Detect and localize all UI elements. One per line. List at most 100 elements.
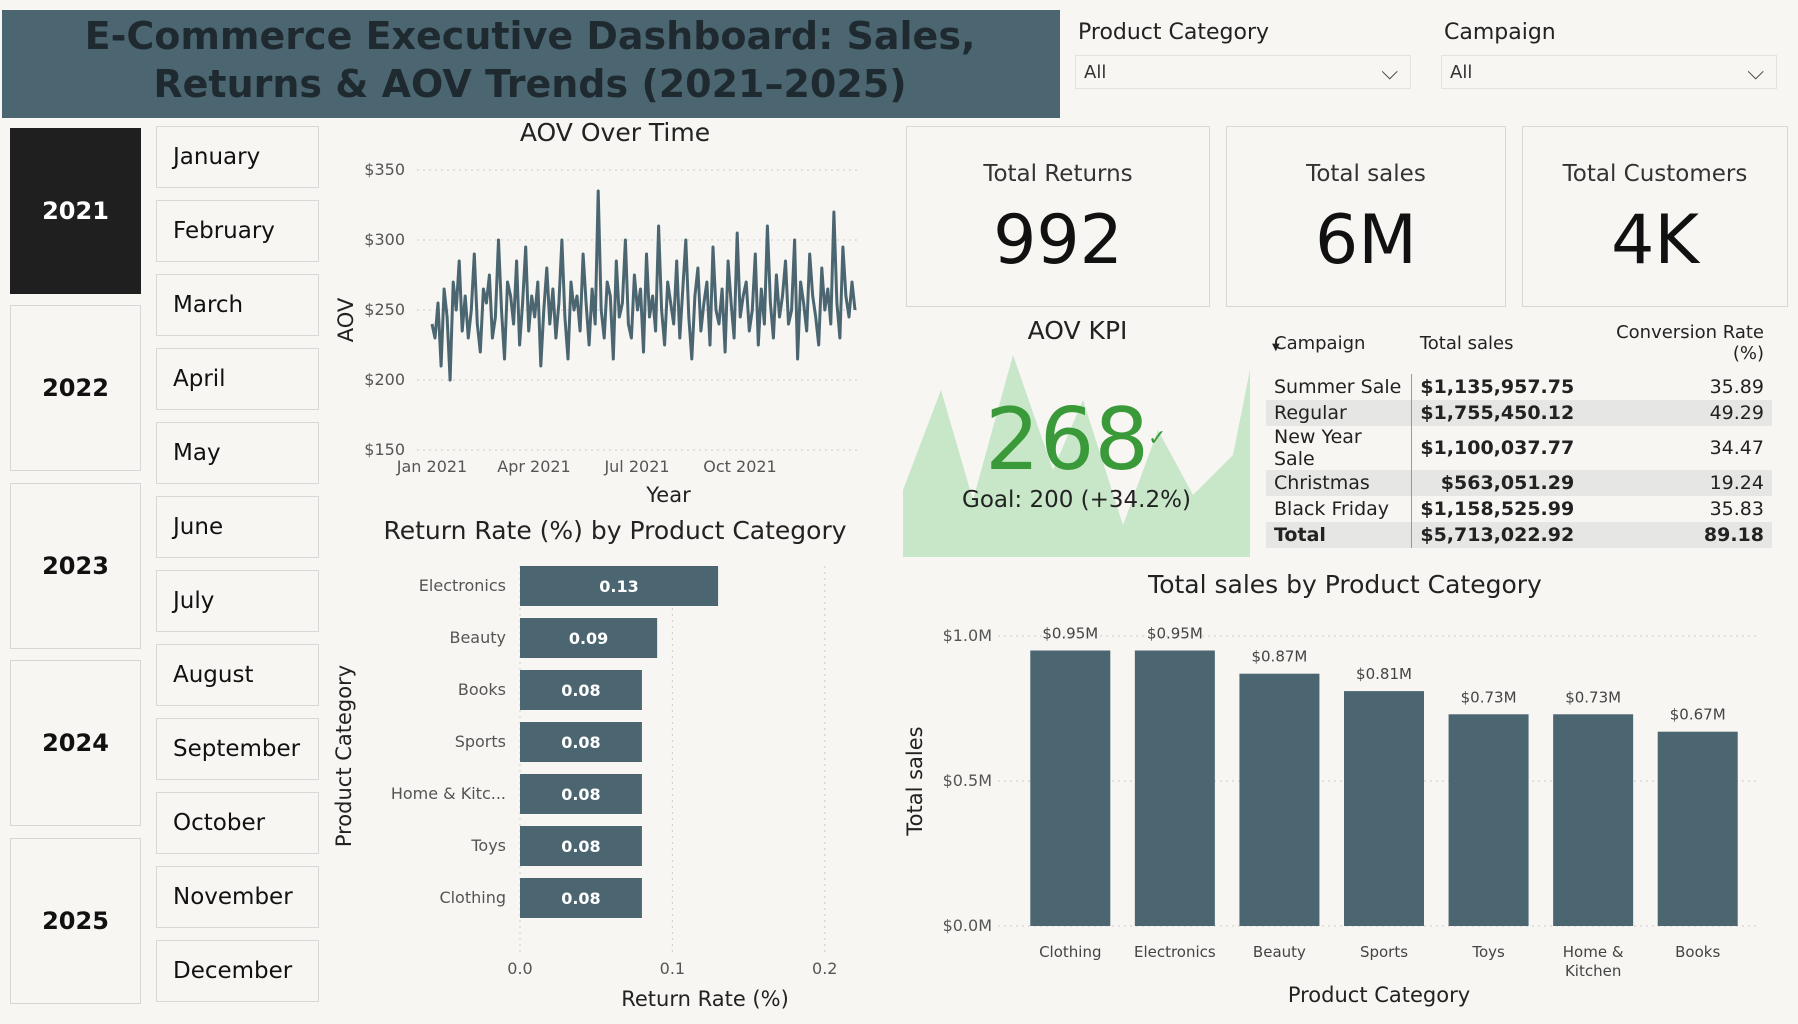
category-label: Home & Kitc... <box>391 784 506 803</box>
month-button-november[interactable]: November <box>156 866 319 928</box>
table-row[interactable]: Summer Sale $1,135,957.75 35.89 <box>1266 374 1772 400</box>
month-button-february[interactable]: February <box>156 200 319 262</box>
card-value: 6M <box>1315 201 1417 280</box>
conversion-cell: 19.24 <box>1709 472 1764 494</box>
x-axis-title: Year <box>645 483 691 507</box>
campaign-dropdown[interactable]: All ⌵ <box>1441 55 1777 89</box>
aov-chart-title: AOV Over Time <box>519 118 711 147</box>
year-button-2021[interactable]: 2021 <box>10 128 141 294</box>
month-label: December <box>173 958 293 984</box>
chevron-down-icon: ⌵ <box>1381 60 1398 85</box>
month-button-october[interactable]: October <box>156 792 319 854</box>
month-button-september[interactable]: September <box>156 718 319 780</box>
year-label: 2025 <box>42 907 109 935</box>
month-button-january[interactable]: January <box>156 126 319 188</box>
category-label: Beauty <box>449 628 506 647</box>
check-icon: ✓ <box>1148 426 1167 451</box>
table-total-row[interactable]: Total $5,713,022.92 89.18 <box>1266 522 1772 548</box>
campaign-table: Campaign ▼ Total sales Conversion Rate (%… <box>1266 322 1772 548</box>
header-campaign[interactable]: Campaign ▼ <box>1266 322 1412 364</box>
month-label: May <box>173 440 221 466</box>
campaign-cell: Regular <box>1274 402 1347 424</box>
x-tick-label: Apr 2021 <box>497 457 570 476</box>
category-dropdown[interactable]: All ⌵ <box>1075 55 1411 89</box>
bar-value-label: 0.09 <box>569 629 608 648</box>
table-row[interactable]: New Year Sale $1,100,037.77 34.47 <box>1266 426 1772 470</box>
category-slicer-label: Product Category <box>1078 20 1270 45</box>
bar-value-label: 0.08 <box>561 785 600 804</box>
month-label: October <box>173 810 266 836</box>
conversion-cell: 35.89 <box>1709 376 1764 398</box>
y-axis-title: Product Category <box>332 665 356 847</box>
kpi-value: 268 <box>985 390 1150 490</box>
month-button-december[interactable]: December <box>156 940 319 1002</box>
category-label: Sports <box>455 732 506 751</box>
campaign-slicer-label: Campaign <box>1444 20 1556 45</box>
card-label: Total sales <box>1306 161 1426 187</box>
y-tick-label: $200 <box>364 370 405 389</box>
y-tick-label: $300 <box>364 230 405 249</box>
category-dropdown-value: All <box>1084 62 1107 83</box>
year-label: 2021 <box>42 197 109 225</box>
x-axis-title: Return Rate (%) <box>621 987 789 1011</box>
campaign-cell: Black Friday <box>1274 498 1390 520</box>
sort-arrow-icon: ▼ <box>1272 342 1280 353</box>
month-button-june[interactable]: June <box>156 496 319 558</box>
table-row[interactable]: Black Friday $1,158,525.99 35.83 <box>1266 496 1772 522</box>
year-label: 2022 <box>42 374 109 402</box>
total-customers-card: Total Customers 4K <box>1522 126 1788 307</box>
sales-cell: $1,135,957.75 <box>1411 374 1583 400</box>
title-line-1: E-Commerce Executive Dashboard: Sales, <box>84 14 976 58</box>
year-button-2024[interactable]: 2024 <box>10 660 141 826</box>
table-header-row: Campaign ▼ Total sales Conversion Rate (%… <box>1266 322 1772 364</box>
campaign-cell: Christmas <box>1274 472 1370 494</box>
header-conversion-rate[interactable]: Conversion Rate (%) <box>1582 322 1772 364</box>
month-label: February <box>173 218 275 244</box>
category-label: Clothing <box>1039 943 1101 961</box>
sales-cell: $1,100,037.77 <box>1411 426 1583 470</box>
kpi-goal: Goal: 200 (+34.2%) <box>962 487 1191 513</box>
bar <box>520 566 719 606</box>
page-title: E-Commerce Executive Dashboard: Sales, R… <box>40 12 1020 108</box>
bar-value-label: $0.73M <box>1565 688 1621 706</box>
month-label: September <box>173 736 301 762</box>
y-tick-label: $1.0M <box>943 626 992 645</box>
kpi-title: AOV KPI <box>1027 316 1128 345</box>
bar <box>520 774 642 814</box>
table-row[interactable]: Christmas $563,051.29 19.24 <box>1266 470 1772 496</box>
card-value: 4K <box>1611 201 1699 280</box>
table-row[interactable]: Regular $1,755,450.12 49.29 <box>1266 400 1772 426</box>
x-tick-label: 0.0 <box>507 959 532 978</box>
return-chart-title: Return Rate (%) by Product Category <box>383 516 847 545</box>
year-button-2022[interactable]: 2022 <box>10 305 141 471</box>
bar <box>1030 650 1111 926</box>
year-label: 2024 <box>42 729 109 757</box>
campaign-dropdown-value: All <box>1450 62 1473 83</box>
bar-value-label: $0.95M <box>1147 625 1203 643</box>
header-label: Total sales <box>1419 332 1514 354</box>
month-button-august[interactable]: August <box>156 644 319 706</box>
month-button-april[interactable]: April <box>156 348 319 410</box>
header-label: Conversion Rate (%) <box>1616 322 1764 364</box>
month-button-july[interactable]: July <box>156 570 319 632</box>
bar <box>1657 731 1738 926</box>
x-tick-label: Jul 2021 <box>603 457 669 476</box>
sales-cell: $563,051.29 <box>1411 470 1583 496</box>
bar-value-label: $0.81M <box>1356 665 1412 683</box>
header-label: Campaign <box>1274 332 1366 354</box>
bar <box>1448 714 1529 926</box>
month-button-may[interactable]: May <box>156 422 319 484</box>
category-label: Toys <box>470 836 506 855</box>
year-button-2023[interactable]: 2023 <box>10 483 141 649</box>
bar <box>520 618 658 658</box>
x-axis-title: Product Category <box>1288 983 1470 1007</box>
sales-cell: $1,158,525.99 <box>1411 496 1583 522</box>
return-rate-bar-chart: 0.0 0.1 0.2 Electronics 0.13 Beauty 0.09 Books 0… <box>332 566 837 1011</box>
conversion-cell: 35.83 <box>1709 498 1764 520</box>
y-tick-label: $150 <box>364 440 405 459</box>
month-button-march[interactable]: March <box>156 274 319 336</box>
category-label: Electronics <box>419 576 506 595</box>
year-button-2025[interactable]: 2025 <box>10 838 141 1004</box>
header-total-sales[interactable]: Total sales <box>1412 322 1582 364</box>
